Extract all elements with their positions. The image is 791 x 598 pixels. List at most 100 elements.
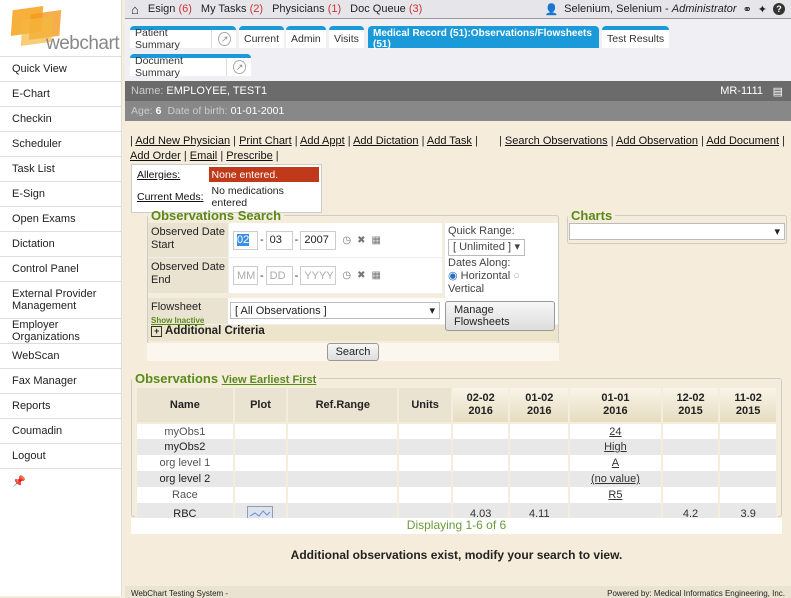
start-year-input[interactable]: 2007: [300, 230, 337, 250]
date-column-header[interactable]: 11-02 2015: [718, 386, 778, 424]
calendar-icon[interactable]: ▦: [371, 270, 381, 281]
observation-value-link[interactable]: 24: [609, 425, 622, 438]
clock-icon[interactable]: ◷: [342, 234, 352, 246]
ref-range: [286, 487, 400, 503]
column-header-plot: Plot: [232, 386, 289, 424]
clear-icon[interactable]: ✖: [357, 234, 366, 246]
meds-value: No medications entered: [211, 185, 284, 209]
add-observation-link[interactable]: Add Observation: [616, 135, 698, 147]
observation-value-link[interactable]: 3.9: [740, 508, 756, 520]
observation-value-link[interactable]: 4.2: [682, 508, 699, 520]
search-observations-link[interactable]: Search Observations: [504, 135, 608, 147]
observation-value-link[interactable]: (no value): [590, 473, 640, 485]
units: [397, 439, 453, 455]
prescribe-link[interactable]: Prescribe: [226, 150, 273, 162]
topnav-physicians[interactable]: Physicians (1): [272, 3, 342, 15]
sidebar-item-logout[interactable]: Logout: [0, 443, 121, 468]
observation-value-link[interactable]: 4.11: [528, 508, 550, 520]
user-name[interactable]: Selenium, Selenium - Administrator: [564, 3, 737, 15]
allergies-link[interactable]: Allergies:: [137, 168, 181, 181]
table-row: org level 1 A: [135, 455, 778, 471]
manage-flowsheets-button[interactable]: Manage Flowsheets: [445, 301, 555, 331]
flowsheet-select[interactable]: [ All Observations ] ▾: [230, 302, 440, 319]
sidebar-item-webscan[interactable]: WebScan: [0, 343, 121, 368]
clear-icon[interactable]: ✖: [357, 270, 366, 281]
tab-document-summary[interactable]: Document Summary ↗: [130, 54, 251, 79]
ref-range: [286, 471, 400, 487]
tab-test-results[interactable]: Test Results: [602, 26, 670, 48]
sidebar-item-e-chart[interactable]: E-Chart: [0, 81, 121, 106]
add-task-link[interactable]: Add Task: [426, 135, 472, 147]
bar-chart-icon[interactable]: ▤: [772, 85, 783, 98]
sidebar-item-employer-organizations[interactable]: Employer Organizations: [0, 318, 121, 343]
date-column-header[interactable]: 01-02 2016: [508, 386, 571, 424]
add-appt-link[interactable]: Add Appt: [300, 135, 345, 147]
sidebar-item-quick-view[interactable]: Quick View: [0, 56, 121, 81]
observations-search: Observations Search Observed Date Start …: [147, 208, 559, 344]
end-year-input[interactable]: YYYY: [300, 266, 337, 285]
tab-admin[interactable]: Admin: [286, 26, 326, 48]
sidebar-item-control-panel[interactable]: Control Panel: [0, 256, 121, 281]
add-document-link[interactable]: Add Document: [706, 135, 780, 147]
home-icon[interactable]: ⌂: [131, 1, 139, 17]
topnav-esign[interactable]: Esign (6): [147, 3, 192, 15]
tab-current[interactable]: Current: [239, 26, 285, 48]
webchart-logo[interactable]: webchart: [0, 0, 121, 56]
table-row: org level 2 (no value): [135, 471, 778, 487]
horizontal-radio[interactable]: ◉: [448, 270, 458, 282]
help-icon[interactable]: ?: [773, 3, 785, 15]
sidebar-item-scheduler[interactable]: Scheduler: [0, 131, 121, 156]
date-column-header[interactable]: 01-01 2016: [568, 386, 663, 424]
tab-medical-record[interactable]: Medical Record (51):Observations/Flowshe…: [368, 26, 599, 50]
add-order-link[interactable]: Add Order: [130, 150, 181, 162]
add-dictation-link[interactable]: Add Dictation: [353, 135, 419, 147]
observation-value-link[interactable]: High: [604, 441, 627, 453]
charts-select[interactable]: ▾: [569, 223, 785, 240]
sidebar-item-e-sign[interactable]: E-Sign: [0, 181, 121, 206]
tab-visits[interactable]: Visits: [329, 26, 364, 48]
sidebar-item-external-provider-management[interactable]: External Provider Management: [0, 281, 121, 318]
end-day-input[interactable]: DD: [265, 266, 293, 285]
sidebar-item-open-exams[interactable]: Open Exams: [0, 206, 121, 231]
tab-patient-summary[interactable]: Patient Summary ↗: [130, 26, 236, 51]
date-column-header[interactable]: 02-02 2016: [450, 386, 511, 424]
add-new-physician-link[interactable]: Add New Physician: [135, 135, 231, 147]
topnav-my-tasks[interactable]: My Tasks (2): [200, 3, 264, 15]
open-external-icon[interactable]: ↗: [233, 60, 246, 74]
magic-wand-icon[interactable]: ✦: [757, 3, 767, 16]
sidebar-item-coumadin[interactable]: Coumadin: [0, 418, 121, 443]
open-external-icon[interactable]: ↗: [218, 32, 231, 46]
view-earliest-first-link[interactable]: View Earliest First: [221, 374, 317, 386]
search-title: Observations Search: [151, 208, 282, 223]
patient-name-bar: Name: EMPLOYEE, TEST1 MR-1111 ▤: [125, 81, 791, 101]
calendar-icon[interactable]: ▦: [371, 234, 381, 246]
value-cell: [660, 487, 721, 503]
search-button[interactable]: Search: [326, 343, 380, 361]
sidebar-item-dictation[interactable]: Dictation: [0, 231, 121, 256]
show-inactive-link[interactable]: Show Inactive: [151, 316, 205, 325]
date-column-header[interactable]: 12-02 2015: [660, 386, 721, 424]
current-meds-link[interactable]: Current Meds:: [137, 191, 204, 203]
clock-icon[interactable]: ◷: [342, 270, 352, 281]
quick-range-select[interactable]: [ Unlimited ] ▾: [448, 239, 525, 256]
vertical-radio[interactable]: ○: [513, 270, 520, 282]
sidebar-item-checkin[interactable]: Checkin: [0, 106, 121, 131]
observation-value-link[interactable]: R5: [608, 489, 623, 501]
sidebar-item-task-list[interactable]: Task List: [0, 156, 121, 181]
table-row: myObs1 24: [135, 423, 778, 439]
link-icon[interactable]: ⚭: [742, 3, 752, 16]
observation-value-link[interactable]: 4.03: [469, 508, 492, 520]
sidebar-item-reports[interactable]: Reports: [0, 393, 121, 418]
print-chart-link[interactable]: Print Chart: [239, 135, 292, 147]
email-link[interactable]: Email: [189, 150, 218, 162]
expand-icon: +: [151, 326, 163, 337]
observation-value-link[interactable]: A: [611, 457, 620, 469]
start-month-input[interactable]: 02: [233, 230, 258, 250]
end-month-input[interactable]: MM: [233, 266, 258, 285]
topnav-doc-queue[interactable]: Doc Queue (3): [350, 3, 423, 15]
start-day-input[interactable]: 03: [265, 230, 293, 250]
value-cell: [450, 487, 511, 503]
pin-icon[interactable]: 📌: [0, 468, 121, 493]
sidebar-item-fax-manager[interactable]: Fax Manager: [0, 368, 121, 393]
value-cell: [718, 471, 778, 487]
